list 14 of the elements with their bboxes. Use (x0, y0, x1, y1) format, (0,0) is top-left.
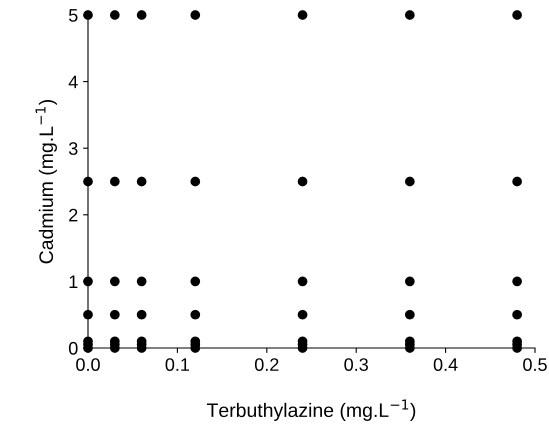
y-axis-title: Cadmium (mg.L$^{−1}$) (36, 100, 57, 264)
y-tick-label: 4 (68, 76, 78, 88)
y-tick-label: 1 (70, 276, 78, 288)
x-tick-label: 0.2 (254, 358, 278, 371)
x-tick-label: 0.0 (76, 358, 100, 371)
y-tick-label: 5 (68, 9, 78, 22)
x-tick-label: 0.4 (434, 358, 458, 371)
x-tick-label: 0.5 (523, 358, 547, 371)
x-axis-title: Terbuthylazine (mg.L$^{−1}$) (206, 400, 416, 421)
x-tick-label: 0.3 (344, 358, 368, 371)
y-tick-label: 0 (68, 342, 78, 355)
x-tick-label: 0.1 (166, 358, 190, 371)
y-tick-label: 2 (69, 208, 78, 222)
y-tick-label: 3 (68, 142, 78, 155)
